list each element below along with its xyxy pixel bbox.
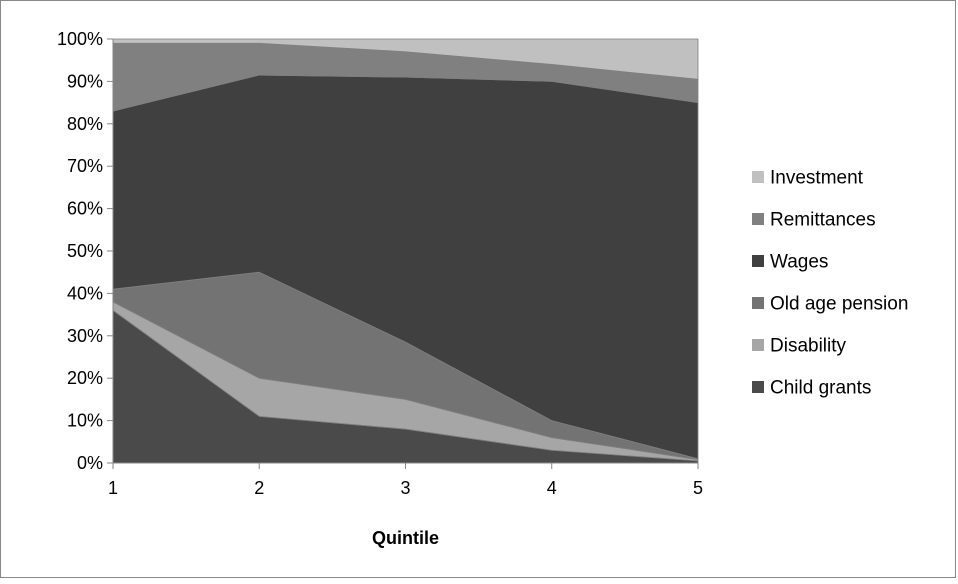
legend-swatch bbox=[752, 339, 764, 351]
y-tick-label: 60% bbox=[67, 199, 103, 219]
x-tick-label: 2 bbox=[254, 478, 264, 498]
legend-label: Wages bbox=[770, 252, 828, 273]
x-axis-title: Quintile bbox=[372, 528, 439, 548]
y-tick-label: 100% bbox=[57, 29, 103, 49]
y-tick-label: 80% bbox=[67, 114, 103, 134]
y-tick-label: 20% bbox=[67, 368, 103, 388]
legend-label: Child grants bbox=[770, 378, 871, 399]
area-investment bbox=[112, 38, 699, 80]
legend-item-old-age-pension: Old age pension bbox=[752, 294, 908, 315]
legend-swatch bbox=[752, 213, 764, 225]
y-tick-label: 90% bbox=[67, 71, 103, 91]
y-tick-label: 50% bbox=[67, 241, 103, 261]
y-axis-ticks: 0% 10% 20% 30% 40% 50% 60% 70% 80% 90% 100% bbox=[57, 29, 113, 473]
legend-item-disability: Disability bbox=[752, 336, 847, 357]
y-tick-label: 70% bbox=[67, 156, 103, 176]
legend-label: Investment bbox=[770, 168, 864, 189]
x-tick-label: 3 bbox=[400, 478, 410, 498]
legend-item-remittances: Remittances bbox=[752, 210, 876, 231]
x-tick-label: 5 bbox=[693, 478, 703, 498]
legend-item-investment: Investment bbox=[752, 168, 864, 189]
legend-item-child-grants: Child grants bbox=[752, 378, 871, 399]
x-tick-label: 1 bbox=[108, 478, 118, 498]
legend-swatch bbox=[752, 297, 764, 309]
legend-label: Disability bbox=[770, 336, 847, 357]
legend-item-wages: Wages bbox=[752, 252, 828, 273]
legend-swatch bbox=[752, 255, 764, 267]
legend-swatch bbox=[752, 171, 764, 183]
y-tick-label: 0% bbox=[77, 453, 103, 473]
plot-areas bbox=[112, 38, 699, 464]
y-tick-label: 10% bbox=[67, 411, 103, 431]
y-tick-label: 40% bbox=[67, 283, 103, 303]
legend-label: Remittances bbox=[770, 210, 876, 231]
y-tick-label: 30% bbox=[67, 326, 103, 346]
x-tick-label: 4 bbox=[547, 478, 557, 498]
legend: Investment Remittances Wages Old age pensio… bbox=[752, 168, 908, 399]
x-axis-ticks: 1 2 3 4 5 bbox=[108, 463, 703, 498]
legend-swatch bbox=[752, 381, 764, 393]
legend-label: Old age pension bbox=[770, 294, 908, 315]
